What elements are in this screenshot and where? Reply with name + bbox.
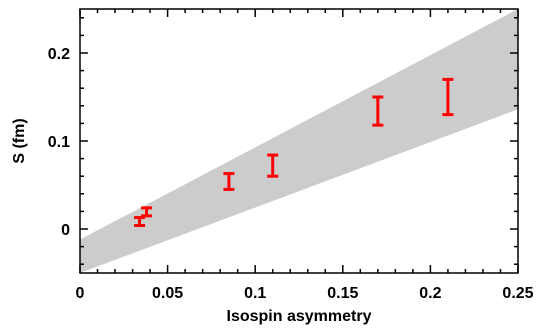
- y-tick-labels: 0 0.1 0.2: [48, 46, 70, 239]
- x-tick-label: 0.05: [152, 285, 183, 302]
- y-tick-label: 0: [61, 222, 70, 239]
- x-tick-label: 0.25: [502, 285, 533, 302]
- data-point-2: [141, 206, 153, 218]
- x-tick-label: 0.1: [244, 285, 266, 302]
- x-tick-label: 0.2: [419, 285, 441, 302]
- data-point-5: [372, 95, 384, 127]
- x-axis-label: Isospin asymmetry: [227, 308, 372, 325]
- data-point-4: [267, 153, 279, 178]
- y-tick-label: 0.1: [48, 134, 70, 151]
- y-tick-label: 0.2: [48, 46, 70, 63]
- data-points-layer: [134, 77, 454, 227]
- data-point-1: [134, 216, 146, 227]
- confidence-band: [80, 9, 518, 273]
- axis-ticks: [79, 9, 519, 273]
- x-tick-label: 0.15: [327, 285, 358, 302]
- data-point-3: [223, 172, 235, 191]
- data-point-6: [442, 77, 454, 117]
- x-tick-label: 0: [76, 285, 85, 302]
- confidence-band-layer: [80, 9, 518, 273]
- x-tick-labels: 0 0.05 0.1 0.15 0.2 0.25: [76, 285, 534, 302]
- y-axis-label: S (fm): [11, 118, 28, 163]
